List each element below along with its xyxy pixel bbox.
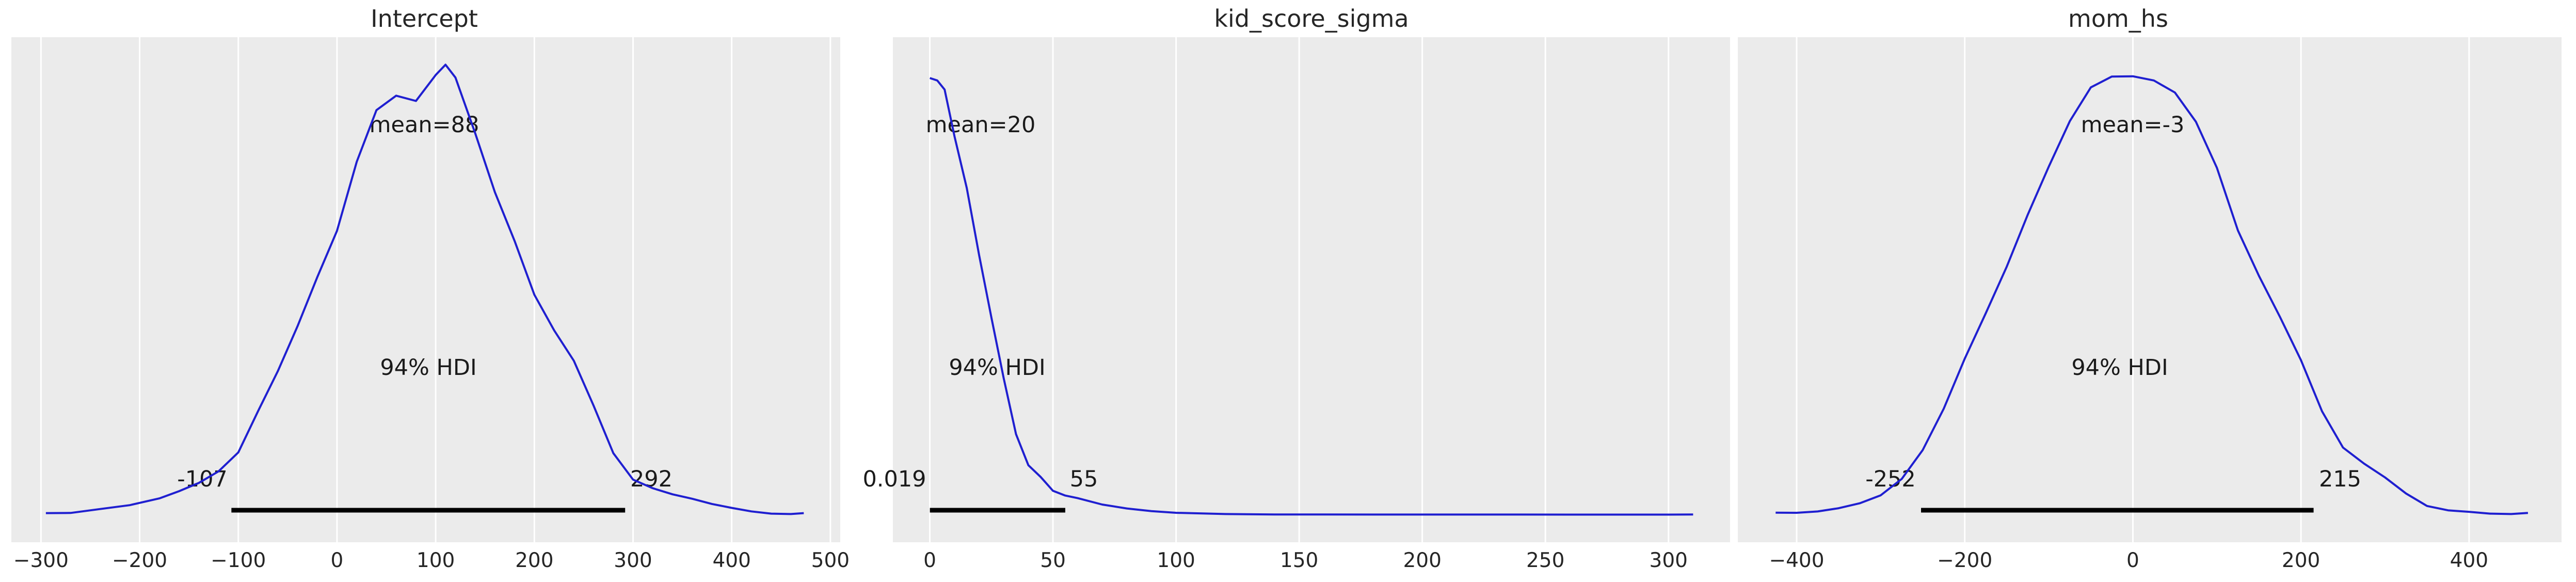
x-tick-label: 200 bbox=[1403, 549, 1441, 572]
x-tick-label: 500 bbox=[811, 549, 850, 572]
x-tick-label: 100 bbox=[1157, 549, 1195, 572]
x-tick-label: 250 bbox=[1526, 549, 1564, 572]
mean-label: mean=88 bbox=[370, 112, 479, 138]
x-tick-label: 400 bbox=[712, 549, 750, 572]
panel-mom-hs: mom_hs mean=-3 94% HDI -252 215 −400 −200… bbox=[1738, 5, 2562, 572]
hdi-probability-label: 94% HDI bbox=[380, 355, 476, 381]
plot-area bbox=[11, 37, 840, 542]
x-tick-label: 50 bbox=[1040, 549, 1066, 572]
x-tick-label: 200 bbox=[2282, 549, 2320, 572]
x-tick-label: −400 bbox=[1769, 549, 1824, 572]
panel-title: Intercept bbox=[371, 5, 478, 33]
axes-background bbox=[11, 37, 840, 542]
x-tick-label: 300 bbox=[614, 549, 652, 572]
x-tick-label: −200 bbox=[112, 549, 167, 572]
x-tick-label: 300 bbox=[1650, 549, 1688, 572]
mean-label: mean=-3 bbox=[2081, 112, 2185, 138]
kde-curve bbox=[45, 64, 804, 515]
x-tick-label: 0 bbox=[923, 549, 936, 572]
hdi-high-label: 215 bbox=[2319, 466, 2361, 492]
axes-background bbox=[893, 37, 1730, 542]
hdi-high-label: 55 bbox=[1070, 466, 1098, 492]
hdi-probability-label: 94% HDI bbox=[949, 355, 1045, 381]
hdi-probability-label: 94% HDI bbox=[2071, 355, 2168, 381]
panel-title: kid_score_sigma bbox=[1214, 5, 1409, 33]
plot-area bbox=[1738, 37, 2562, 542]
x-tick-label: 0 bbox=[331, 549, 344, 572]
x-tick-label: 400 bbox=[2450, 549, 2488, 572]
kde-curve bbox=[929, 77, 1693, 516]
plot-area bbox=[893, 37, 1730, 542]
panel-title: mom_hs bbox=[2068, 5, 2168, 33]
panel-kid-score-sigma: kid_score_sigma mean=20 94% HDI 0.019 55… bbox=[862, 5, 1730, 572]
panel-intercept: Intercept mean=88 94% HDI -107 292 −300−… bbox=[11, 5, 850, 572]
x-tick-label: −200 bbox=[1937, 549, 1992, 572]
x-tick-label: −300 bbox=[13, 549, 69, 572]
x-tick-label: 0 bbox=[2126, 549, 2139, 572]
mean-label: mean=20 bbox=[926, 112, 1036, 138]
x-tick-label: 100 bbox=[417, 549, 455, 572]
kde-curve bbox=[1775, 75, 2529, 515]
axes-background bbox=[1738, 37, 2562, 542]
x-tick-label: −100 bbox=[211, 549, 266, 572]
x-tick-label: 150 bbox=[1280, 549, 1318, 572]
x-tick-label: 200 bbox=[515, 549, 553, 572]
hdi-low-label: 0.019 bbox=[862, 466, 926, 492]
